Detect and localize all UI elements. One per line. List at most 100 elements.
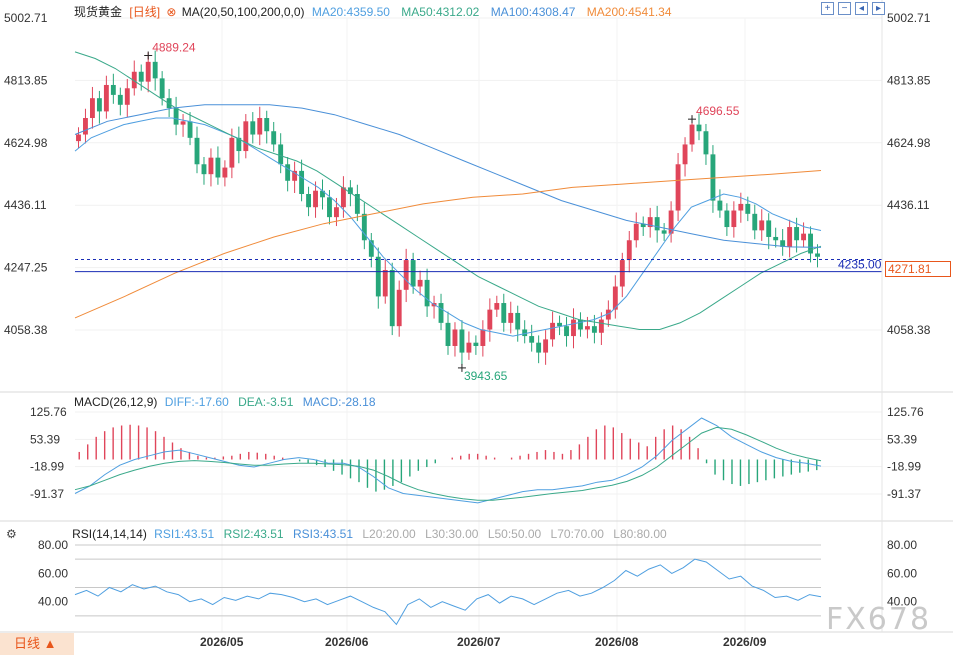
- rsi-tick-right: 80.00: [887, 538, 917, 552]
- rsi-line-rsi1: [74, 558, 822, 626]
- candle-body: [612, 286, 618, 310]
- settings-icon[interactable]: ⚙: [6, 527, 17, 541]
- candle-body: [536, 342, 542, 353]
- candle-body: [257, 118, 263, 135]
- y-tick-label-left: 5002.71: [4, 11, 48, 25]
- rsi-l70: L70:70.00: [550, 527, 604, 541]
- y-tick-label-left: 4624.98: [4, 136, 48, 150]
- macd-tick-left: -18.99: [30, 460, 64, 474]
- candle-body: [557, 322, 562, 327]
- zoom-in-button[interactable]: +: [821, 2, 834, 15]
- pan-left-button[interactable]: ◂: [855, 2, 868, 15]
- macd-tick-right: -18.99: [887, 460, 921, 474]
- candle-body: [250, 121, 256, 135]
- candle-body: [264, 118, 270, 132]
- settings-icon[interactable]: ⊗: [166, 5, 177, 19]
- candle-body: [334, 207, 339, 218]
- candle-body: [201, 164, 207, 175]
- candle-body: [159, 78, 165, 99]
- candle-body: [494, 303, 500, 310]
- candle-body: [508, 312, 514, 323]
- candle-body: [647, 217, 653, 228]
- candle-body: [417, 279, 423, 287]
- candle-body: [515, 312, 521, 330]
- candle-body: [424, 279, 430, 307]
- extreme-label: 4889.24: [152, 40, 196, 54]
- macd-plot: [74, 417, 822, 504]
- candle-body: [278, 144, 284, 165]
- candle-body: [703, 131, 709, 155]
- candle-body: [487, 309, 493, 330]
- candle-body: [327, 197, 332, 218]
- candle-body: [633, 223, 639, 241]
- ma-line-ma50: [74, 51, 822, 330]
- candle-body: [375, 256, 381, 297]
- macd-label: MACD(26,12,9): [74, 395, 158, 409]
- candle-body: [654, 217, 660, 231]
- rsi1-value: RSI1:43.51: [154, 527, 215, 541]
- dea-value: DEA:-3.51: [238, 395, 294, 409]
- candle-body: [759, 220, 765, 231]
- x-tick-label: 2026/06: [325, 635, 369, 649]
- candle-body: [571, 319, 576, 337]
- rsi-tick-right: 60.00: [887, 566, 917, 580]
- candle-body: [801, 233, 807, 241]
- last-price-label: 4271.81: [885, 261, 951, 277]
- rsi-tick-left: 60.00: [38, 566, 68, 580]
- chart-header: 现货黄金 [日线] ⊗ MA(20,50,100,200,0,0) MA20:4…: [74, 3, 672, 20]
- candle-body: [131, 71, 137, 89]
- ma200-value: MA200:4541.34: [586, 5, 672, 19]
- x-tick-label: 2026/05: [200, 635, 244, 649]
- rsi-label: RSI(14,14,14): [72, 527, 147, 541]
- candle-body: [438, 303, 444, 323]
- rsi-tick-left: 40.00: [38, 595, 68, 609]
- y-tick-label-left: 4436.11: [4, 198, 47, 212]
- macd-tick-left: 53.39: [30, 432, 60, 446]
- candle-body: [605, 309, 611, 320]
- candle-body: [584, 326, 590, 330]
- candle-body: [640, 223, 646, 228]
- y-tick-label-right: 4813.85: [887, 73, 931, 87]
- zoom-out-button[interactable]: −: [838, 2, 851, 15]
- candle-body: [145, 61, 151, 82]
- candle-body: [187, 121, 193, 138]
- pan-right-button[interactable]: ▸: [872, 2, 885, 15]
- candle-body: [452, 329, 458, 346]
- candle-body: [773, 236, 779, 241]
- period-tag[interactable]: [日线]: [129, 5, 161, 19]
- candle-body: [361, 213, 367, 241]
- macd-tick-right: 125.76: [887, 405, 924, 419]
- y-tick-label-right: 4058.38: [887, 323, 931, 337]
- candle-body: [83, 118, 88, 135]
- macd-tick-right: 53.39: [887, 432, 917, 446]
- candle-body: [731, 210, 737, 228]
- price-plot: 4235.00 4889.24 4696.55 3943.65: [74, 40, 882, 383]
- candle-body: [76, 134, 81, 142]
- macd-line-dea: [74, 426, 822, 501]
- candle-body: [117, 94, 123, 105]
- period-tab[interactable]: 日线 ▲: [0, 633, 74, 655]
- candle-body: [578, 319, 583, 330]
- candle-body: [271, 131, 277, 145]
- ma100-value: MA100:4308.47: [490, 5, 576, 19]
- ma-line-ma200: [74, 170, 822, 319]
- candle-body: [445, 322, 451, 346]
- ma-line-ma100: [74, 104, 822, 248]
- candle-body: [522, 329, 528, 337]
- candle-body: [529, 336, 535, 343]
- symbol-name: 现货黄金: [74, 5, 123, 19]
- y-tick-label-right: 4436.11: [887, 198, 930, 212]
- rsi-plot: [74, 558, 822, 626]
- candle-body: [215, 157, 221, 178]
- candle-body: [480, 329, 486, 346]
- candle-body: [794, 227, 800, 241]
- candle-body: [619, 260, 625, 287]
- candle-body: [752, 213, 758, 231]
- candle-body: [543, 339, 549, 353]
- candle-body: [564, 326, 569, 337]
- x-tick-label: 2026/07: [457, 635, 501, 649]
- candle-body: [780, 240, 786, 247]
- watermark-logo: FX678: [826, 602, 932, 637]
- candle-body: [717, 200, 723, 211]
